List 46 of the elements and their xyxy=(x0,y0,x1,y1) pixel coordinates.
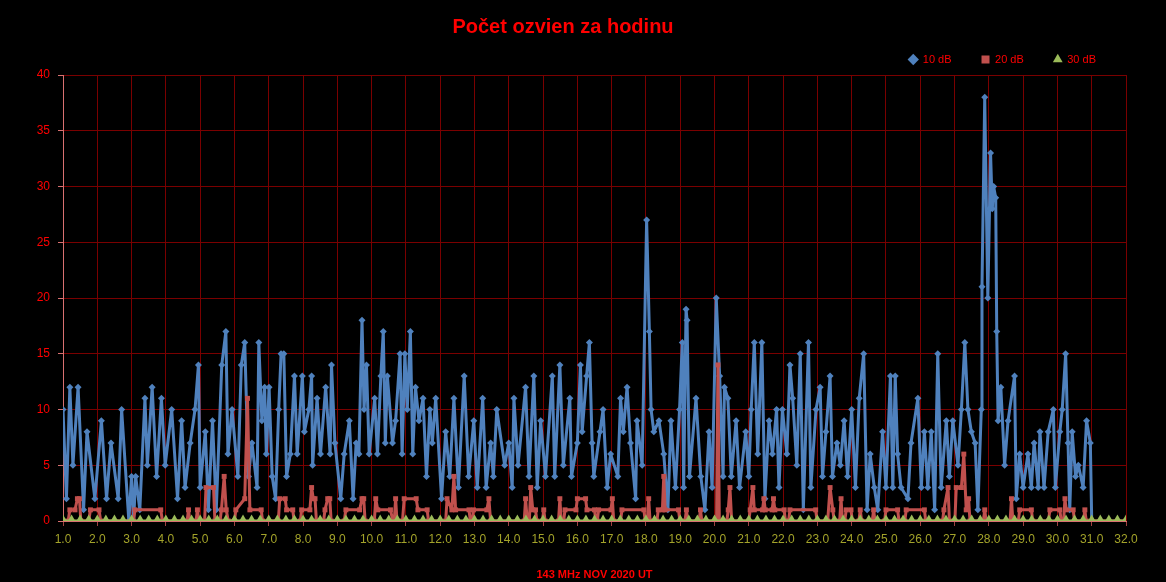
x-tick-label: 3.0 xyxy=(123,531,141,546)
x-tick-label: 21.0 xyxy=(737,531,761,546)
x-tick-label: 12.0 xyxy=(428,531,453,546)
x-tick-label: 7.0 xyxy=(260,531,278,546)
x-tick-label: 5.0 xyxy=(191,531,209,546)
y-tick-label: 20 xyxy=(36,290,51,305)
y-tick-label: 25 xyxy=(36,234,51,249)
y-tick-label: 35 xyxy=(36,123,51,138)
x-tick-label: 13.0 xyxy=(462,531,487,546)
x-tick-label: 1.0 xyxy=(54,531,72,546)
x-tick-label: 9.0 xyxy=(328,531,346,546)
x-tick-label: 24.0 xyxy=(840,531,864,546)
x-tick-label: 19.0 xyxy=(668,531,693,546)
x-tick-label: 29.0 xyxy=(1011,531,1036,546)
legend-label: 20 dB xyxy=(995,52,1024,65)
x-tick-label: 10.0 xyxy=(359,531,384,546)
y-tick-label: 30 xyxy=(36,178,51,193)
x-tick-label: 2.0 xyxy=(88,531,106,546)
y-tick-label: 15 xyxy=(36,346,51,361)
x-tick-label: 32.0 xyxy=(1114,531,1138,546)
x-tick-label: 23.0 xyxy=(805,531,830,546)
x-tick-label: 11.0 xyxy=(394,531,418,546)
x-tick-label: 6.0 xyxy=(226,531,244,546)
x-tick-label: 27.0 xyxy=(942,531,967,546)
x-tick-label: 18.0 xyxy=(634,531,658,546)
x-tick-label: 15.0 xyxy=(531,531,556,546)
x-tick-label: 26.0 xyxy=(908,531,933,546)
x-tick-label: 17.0 xyxy=(599,531,624,546)
x-tick-label: 16.0 xyxy=(565,531,590,546)
legend-label: 30 dB xyxy=(1067,52,1096,65)
y-tick-label: 0 xyxy=(43,513,51,528)
x-tick-label: 14.0 xyxy=(497,531,521,546)
x-tick-label: 20.0 xyxy=(702,531,727,546)
chart-title: Počet ozvien za hodinu xyxy=(452,14,674,37)
x-tick-label: 25.0 xyxy=(874,531,898,546)
legend-label: 10 dB xyxy=(922,52,952,65)
x-tick-label: 30.0 xyxy=(1045,531,1070,546)
x-tick-label: 28.0 xyxy=(977,531,1001,546)
x-tick-label: 22.0 xyxy=(771,531,796,546)
x-tick-label: 8.0 xyxy=(294,531,312,546)
y-tick-label: 5 xyxy=(43,457,51,472)
x-tick-label: 31.0 xyxy=(1080,531,1104,546)
x-tick-label: 4.0 xyxy=(157,531,175,546)
y-tick-label: 40 xyxy=(36,67,51,82)
x-axis-title: 143 MHz NOV 2020 UT xyxy=(536,568,653,581)
y-tick-label: 10 xyxy=(36,401,51,416)
